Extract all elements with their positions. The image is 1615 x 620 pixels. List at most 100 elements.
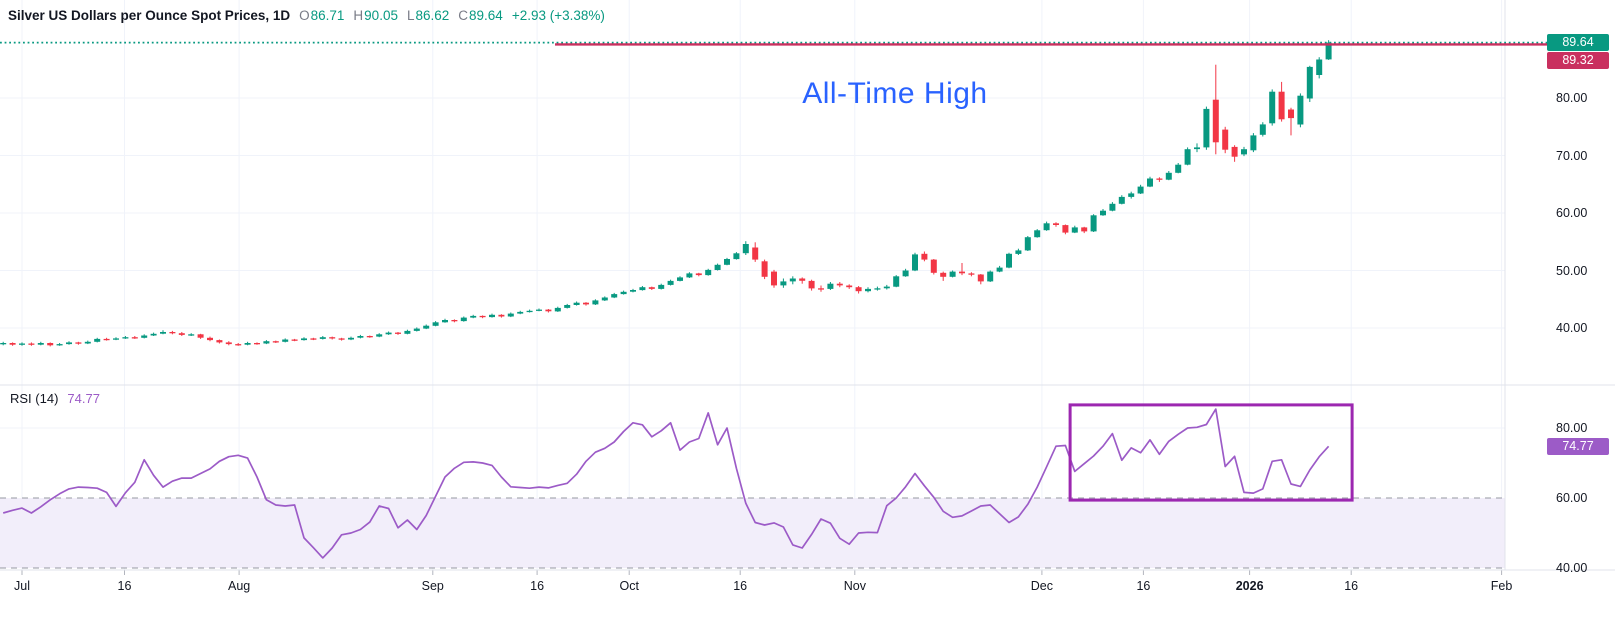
candle-body[interactable] [630, 290, 636, 292]
candle-body[interactable] [1118, 196, 1125, 204]
candle-body[interactable] [789, 278, 796, 282]
candle-body[interactable] [780, 281, 787, 286]
time-axis-label[interactable]: 16 [1344, 579, 1359, 593]
candle-body[interactable] [489, 314, 495, 318]
candle-body[interactable] [1128, 193, 1135, 197]
candle-body[interactable] [1278, 91, 1285, 120]
candle-body[interactable] [141, 335, 148, 338]
time-axis-label[interactable]: Dec [1030, 579, 1054, 593]
candle-body[interactable] [1147, 178, 1153, 187]
candle-body[interactable] [1241, 149, 1247, 155]
candle-body[interactable] [836, 283, 843, 286]
candle-body[interactable] [1184, 149, 1191, 165]
candle-body[interactable] [1165, 172, 1172, 180]
candle-body[interactable] [131, 337, 138, 339]
candle-body[interactable] [56, 344, 63, 346]
candle-body[interactable] [1090, 215, 1097, 232]
candle-body[interactable] [207, 337, 213, 341]
candle-body[interactable] [1231, 146, 1238, 157]
candle-body[interactable] [846, 285, 853, 288]
candle-body[interactable] [959, 271, 965, 274]
candle-body[interactable] [536, 309, 542, 311]
candle-body[interactable] [103, 338, 110, 341]
candle-body[interactable] [742, 244, 749, 254]
candle-body[interactable] [949, 271, 956, 277]
candle-body[interactable] [1015, 250, 1022, 254]
candle-body[interactable] [855, 287, 862, 292]
candle-body[interactable] [1053, 223, 1059, 225]
candle-body[interactable] [799, 278, 806, 281]
rsi-highlight-box[interactable] [1068, 403, 1354, 502]
candle-body[interactable] [695, 273, 702, 276]
candle-body[interactable] [1269, 91, 1276, 124]
candle-body[interactable] [84, 341, 91, 344]
candle-body[interactable] [319, 337, 326, 339]
candle-body[interactable] [498, 314, 505, 317]
time-axis-label[interactable]: Aug [228, 579, 251, 593]
candle-body[interactable] [1081, 227, 1088, 232]
candle-body[interactable] [216, 340, 223, 343]
candle-body[interactable] [150, 333, 157, 336]
time-axis-label[interactable]: 16 [733, 579, 748, 593]
candle-body[interactable] [507, 313, 514, 317]
candle-body[interactable] [432, 322, 439, 326]
candle-body[interactable] [395, 332, 401, 334]
candle-body[interactable] [479, 315, 486, 318]
candle-body[interactable] [592, 300, 599, 305]
candle-body[interactable] [291, 339, 298, 341]
candle-body[interactable] [733, 253, 740, 260]
candle-body[interactable] [545, 309, 552, 312]
candle-body[interactable] [1024, 237, 1031, 251]
candle-body[interactable] [912, 254, 918, 271]
candle-body[interactable] [348, 337, 354, 340]
candle-body[interactable] [667, 280, 674, 285]
candle-body[interactable] [113, 338, 119, 340]
candle-body[interactable] [225, 342, 232, 345]
candle-body[interactable] [658, 284, 665, 289]
candle-body[interactable] [526, 310, 533, 313]
candle-body[interactable] [451, 320, 458, 322]
candle-body[interactable] [921, 253, 928, 260]
candle-body[interactable] [1288, 109, 1294, 119]
candle-body[interactable] [1100, 210, 1106, 216]
candle-body[interactable] [28, 343, 35, 345]
candle-body[interactable] [1325, 42, 1332, 60]
candle-body[interactable] [310, 338, 317, 340]
candle-body[interactable] [470, 315, 477, 318]
candle-body[interactable] [1222, 129, 1229, 150]
time-axis-label[interactable]: Sep [421, 579, 444, 593]
candle-body[interactable] [987, 271, 994, 282]
time-axis-label[interactable]: 16 [117, 579, 132, 593]
candle-body[interactable] [94, 338, 101, 342]
candle-body[interactable] [385, 332, 392, 335]
candle-body[interactable] [564, 305, 571, 308]
symbol-header[interactable]: Silver US Dollars per Ounce Spot Prices,… [8, 8, 605, 23]
candle-body[interactable] [1006, 253, 1012, 268]
candle-body[interactable] [37, 343, 44, 345]
candle-body[interactable] [66, 342, 72, 345]
time-axis-label[interactable]: 16 [1136, 579, 1151, 593]
candle-body[interactable] [771, 271, 777, 286]
candle-body[interactable] [705, 269, 712, 276]
candle-body[interactable] [0, 343, 7, 345]
candle-body[interactable] [160, 332, 166, 334]
candle-body[interactable] [714, 264, 721, 270]
candle-body[interactable] [169, 332, 176, 334]
candle-body[interactable] [1306, 66, 1313, 99]
time-axis-label[interactable]: Nov [843, 579, 866, 593]
candle-body[interactable] [1071, 227, 1078, 233]
candle-body[interactable] [874, 288, 881, 290]
candle-body[interactable] [188, 334, 195, 336]
candle-body[interactable] [1212, 99, 1219, 143]
candle-body[interactable] [338, 338, 345, 340]
candle-body[interactable] [254, 343, 260, 345]
candle-body[interactable] [865, 288, 871, 292]
candle-body[interactable] [413, 328, 420, 331]
candle-body[interactable] [583, 302, 589, 305]
candle-body[interactable] [357, 336, 364, 338]
candle-body[interactable] [1203, 108, 1210, 148]
candle-body[interactable] [554, 307, 561, 312]
candle-body[interactable] [893, 276, 900, 287]
candle-body[interactable] [1259, 124, 1266, 135]
time-axis-label[interactable]: Oct [619, 579, 639, 593]
